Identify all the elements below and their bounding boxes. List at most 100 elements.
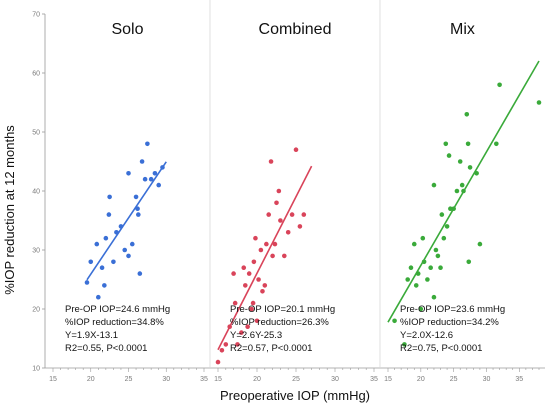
y-tick-label: 30 [32,248,40,255]
data-point [122,247,128,253]
data-point [408,265,414,271]
panel-annotation-line: %IOP reduction=26.3% [230,317,329,328]
data-point [276,188,282,194]
x-tick-label: 15 [384,376,392,383]
y-tick-label: 10 [32,366,40,373]
data-point [425,277,430,282]
data-point [136,212,141,217]
data-point [274,200,279,206]
data-point [160,165,165,170]
data-point [431,182,437,188]
x-tick-label: 25 [292,376,300,383]
panel-annotation-line: Y=1.9X-13.1 [65,330,118,341]
data-point [431,294,437,300]
data-point [467,165,473,170]
panel-title: Combined [259,21,332,38]
x-tick-label: 35 [515,376,523,383]
x-tick-label: 25 [125,376,133,383]
data-point [103,235,109,241]
x-tick-label: 30 [162,376,170,383]
data-point [282,253,287,259]
y-tick-label: 20 [32,307,40,314]
panel-annotation-line: %IOP reduction=34.8% [65,317,164,328]
data-point [494,141,499,147]
panel-annotation-line: R2=0.57, P<0.0001 [230,343,312,354]
data-point [253,235,258,241]
data-point [260,289,265,294]
data-point [88,259,94,265]
data-point [114,230,119,235]
data-point [264,241,269,247]
panel-annotation-line: Pre-OP IOP=23.6 mmHg [400,304,505,315]
y-axis-title: %IOP reduction at 12 months [2,125,17,295]
y-tick-label: 50 [32,130,40,137]
data-point [111,259,116,265]
data-point [133,194,139,200]
data-point [232,300,238,306]
data-point [289,212,295,217]
data-point [96,294,101,300]
data-point [137,271,143,276]
x-tick-label: 15 [49,376,57,383]
data-point [415,271,421,276]
panel-annotation-line: Y=2.6Y-25.3 [230,330,282,341]
data-point [129,241,135,247]
x-tick-label: 15 [214,376,222,383]
data-point [438,265,443,271]
data-point [474,171,479,176]
data-point [418,306,424,312]
data-point [439,212,445,217]
data-point [461,188,466,194]
data-point [243,283,248,288]
data-point [215,359,221,365]
data-point [421,259,427,265]
data-point [435,253,441,259]
data-point [254,318,260,324]
data-point [219,348,225,353]
data-point [413,283,419,288]
panel-title: Solo [111,21,143,38]
panel-annotation-line: Pre-OP IOP=20.1 mmHg [230,304,335,315]
regression-line [217,165,313,351]
data-point [245,324,250,330]
data-point [441,235,447,241]
data-point [392,318,397,324]
data-point [250,300,256,306]
data-point [428,265,433,271]
data-point [256,277,261,282]
y-tick-label: 60 [32,71,40,78]
data-point [272,241,278,247]
data-point [465,141,471,147]
y-tick-label: 40 [32,189,40,196]
data-point [477,241,483,247]
data-point [268,159,274,164]
panel-annotation-line: R2=0.75, P<0.0001 [400,343,482,354]
data-point [235,342,240,347]
data-point [411,241,417,247]
regression-line [86,161,167,281]
data-point [433,247,439,253]
panel-annotation-line: Pre-OP IOP=24.6 mmHg [65,304,170,315]
data-point [451,206,456,211]
panel-annotation-line: Y=2.0X-12.6 [400,330,453,341]
y-axis: 10 20 30 40 50 60 70 [32,12,46,373]
data-point [227,324,232,330]
panel-mix: Mix 15 20 25 30 35 Pre-OP IOP=23.6 mmHg %IOP re… [384,21,542,383]
data-point [135,206,140,211]
x-tick-label: 30 [483,376,491,383]
data-point [251,259,257,265]
panel-solo: Solo 15 20 25 30 35 Pre-OP IOP=24.6 mmHg %IOP r… [49,0,211,383]
data-point [443,141,449,147]
data-point [246,271,252,276]
x-tick-label: 35 [370,376,378,383]
data-point [420,235,426,241]
x-tick-label: 20 [87,376,95,383]
panel-combined: Combined 15 20 25 30 35 Pre-OP IOP=20.1 mmHg %I… [214,0,381,383]
data-point [262,283,268,288]
data-point [156,182,161,188]
x-tick-label: 30 [331,376,339,383]
data-point [249,306,254,312]
data-point [278,218,283,223]
data-point [405,277,410,282]
data-point [94,241,100,247]
